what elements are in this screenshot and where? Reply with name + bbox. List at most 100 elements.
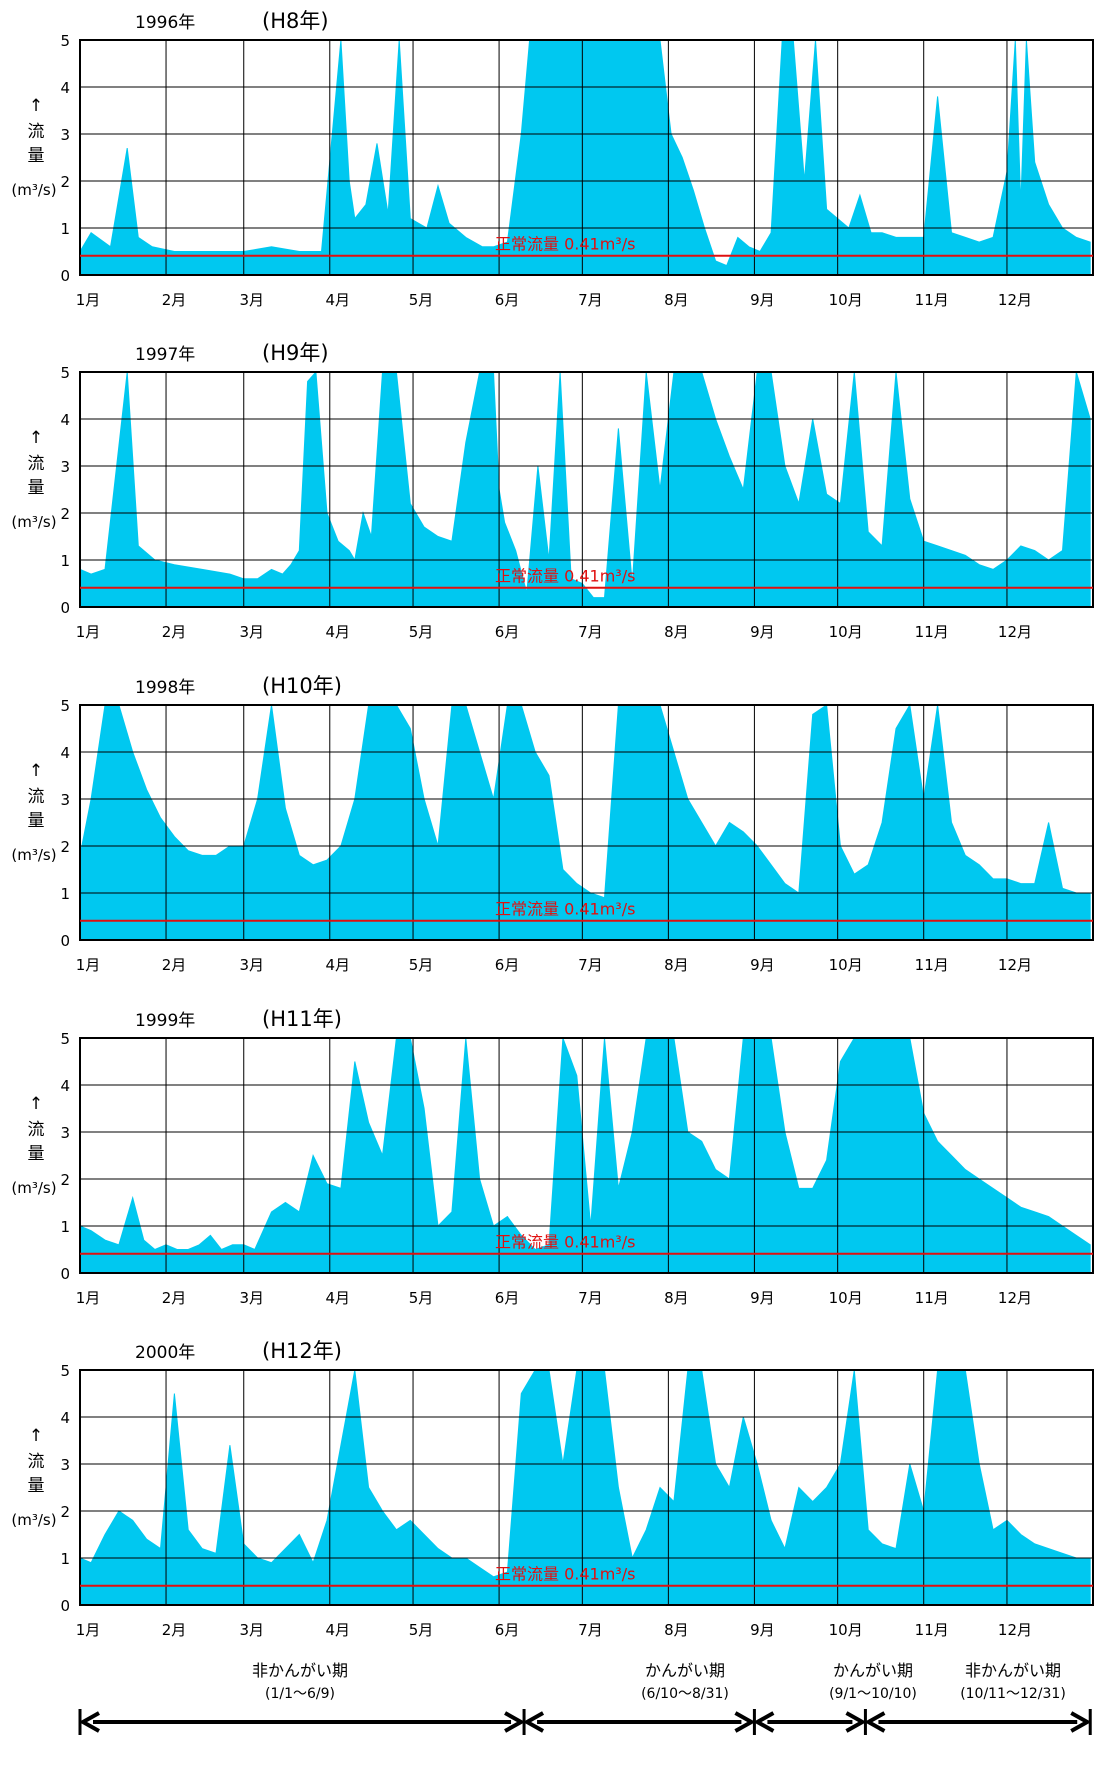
y-tick-label: 5 xyxy=(60,697,70,715)
month-label: 6月 xyxy=(495,956,520,974)
y-axis-arrow: ↑ xyxy=(29,761,43,781)
y-axis-label-char: 量 xyxy=(28,478,45,498)
y-axis-label-char: 流 xyxy=(28,122,45,142)
y-tick-label: 4 xyxy=(60,411,70,429)
month-label: 2月 xyxy=(162,1621,187,1639)
y-axis-label-char: 流 xyxy=(28,1120,45,1140)
period-label: 非かんがい期 xyxy=(965,1661,1061,1680)
month-label: 3月 xyxy=(239,623,264,641)
month-label: 7月 xyxy=(578,956,603,974)
month-label: 6月 xyxy=(495,623,520,641)
y-axis-label-char: 流 xyxy=(28,787,45,807)
plot-frame xyxy=(79,1037,1094,1274)
y-tick-label: 1 xyxy=(60,1550,70,1568)
year-label: 1999年 xyxy=(135,1011,195,1031)
y-tick-label: 3 xyxy=(60,1124,70,1142)
period-arrow-head-right xyxy=(734,1711,756,1733)
month-label: 10月 xyxy=(829,623,863,641)
month-label: 11月 xyxy=(915,956,949,974)
y-tick-label: 0 xyxy=(60,1265,70,1283)
month-label: 2月 xyxy=(162,623,187,641)
y-axis-arrow: ↑ xyxy=(29,96,43,116)
month-label: 12月 xyxy=(998,1621,1032,1639)
period-arrow-head-left xyxy=(753,1711,775,1733)
month-label: 8月 xyxy=(664,623,689,641)
month-label: 4月 xyxy=(326,1621,351,1639)
y-axis-label-char: 量 xyxy=(28,146,45,166)
period-arrow-head-right xyxy=(1070,1711,1092,1733)
y-tick-label: 2 xyxy=(60,1171,70,1189)
y-axis-label-char: 量 xyxy=(28,1144,45,1164)
month-label: 8月 xyxy=(664,1621,689,1639)
month-label: 1月 xyxy=(76,623,101,641)
y-tick-label: 0 xyxy=(60,267,70,285)
normal-flow-label: 正常流量 0.41m³/s xyxy=(495,1565,635,1584)
y-tick-label: 0 xyxy=(60,599,70,617)
year-label: 1996年 xyxy=(135,13,195,33)
normal-flow-label: 正常流量 0.41m³/s xyxy=(495,235,635,254)
month-label: 4月 xyxy=(326,956,351,974)
y-tick-label: 2 xyxy=(60,505,70,523)
month-label: 7月 xyxy=(578,291,603,309)
month-label: 11月 xyxy=(915,1621,949,1639)
month-label: 3月 xyxy=(239,291,264,309)
month-label: 11月 xyxy=(915,623,949,641)
month-label: 9月 xyxy=(750,956,775,974)
month-label: 5月 xyxy=(409,1289,434,1307)
month-label: 2月 xyxy=(162,291,187,309)
era-label: (H12年) xyxy=(262,1339,342,1363)
era-label: (H8年) xyxy=(262,9,329,33)
month-label: 4月 xyxy=(326,291,351,309)
year-label: 1997年 xyxy=(135,345,195,365)
y-axis-label-char: 量 xyxy=(28,811,45,831)
period-arrow-head-left xyxy=(78,1711,100,1733)
y-tick-label: 5 xyxy=(60,1030,70,1048)
y-tick-label: 1 xyxy=(60,1218,70,1236)
era-label: (H9年) xyxy=(262,341,329,365)
period-arrow-head-right xyxy=(504,1711,526,1733)
y-tick-label: 0 xyxy=(60,932,70,950)
month-label: 9月 xyxy=(750,1289,775,1307)
month-label: 3月 xyxy=(239,1621,264,1639)
month-label: 2月 xyxy=(162,1289,187,1307)
month-label: 7月 xyxy=(578,1289,603,1307)
y-tick-label: 5 xyxy=(60,32,70,50)
month-label: 2月 xyxy=(162,956,187,974)
period-label: 非かんがい期 xyxy=(252,1661,348,1680)
period-range: (1/1〜6/9) xyxy=(265,1686,335,1702)
month-label: 12月 xyxy=(998,291,1032,309)
month-label: 9月 xyxy=(750,1621,775,1639)
era-label: (H10年) xyxy=(262,674,342,698)
normal-flow-label: 正常流量 0.41m³/s xyxy=(495,1233,635,1252)
month-label: 1月 xyxy=(76,1289,101,1307)
month-label: 3月 xyxy=(239,956,264,974)
y-axis-arrow: ↑ xyxy=(29,428,43,448)
period-arrow-head-left xyxy=(864,1711,886,1733)
plot-frame xyxy=(79,704,1094,941)
month-label: 6月 xyxy=(495,291,520,309)
y-tick-label: 4 xyxy=(60,744,70,762)
y-tick-label: 5 xyxy=(60,364,70,382)
era-label: (H11年) xyxy=(262,1007,342,1031)
month-label: 7月 xyxy=(578,623,603,641)
year-label: 2000年 xyxy=(135,1343,195,1363)
month-label: 4月 xyxy=(326,623,351,641)
month-label: 7月 xyxy=(578,1621,603,1639)
y-axis-arrow: ↑ xyxy=(29,1094,43,1114)
month-label: 12月 xyxy=(998,1289,1032,1307)
month-label: 3月 xyxy=(239,1289,264,1307)
plot-frame xyxy=(79,371,1094,608)
month-label: 1月 xyxy=(76,291,101,309)
month-label: 9月 xyxy=(750,291,775,309)
month-label: 8月 xyxy=(664,956,689,974)
month-label: 5月 xyxy=(409,291,434,309)
y-tick-label: 0 xyxy=(60,1597,70,1615)
y-tick-label: 3 xyxy=(60,791,70,809)
month-label: 10月 xyxy=(829,1621,863,1639)
period-label: かんがい期 xyxy=(833,1661,913,1680)
plot-frame xyxy=(79,39,1094,276)
month-label: 12月 xyxy=(998,623,1032,641)
plot-frame xyxy=(79,1369,1094,1606)
year-label: 1998年 xyxy=(135,678,195,698)
month-label: 5月 xyxy=(409,956,434,974)
